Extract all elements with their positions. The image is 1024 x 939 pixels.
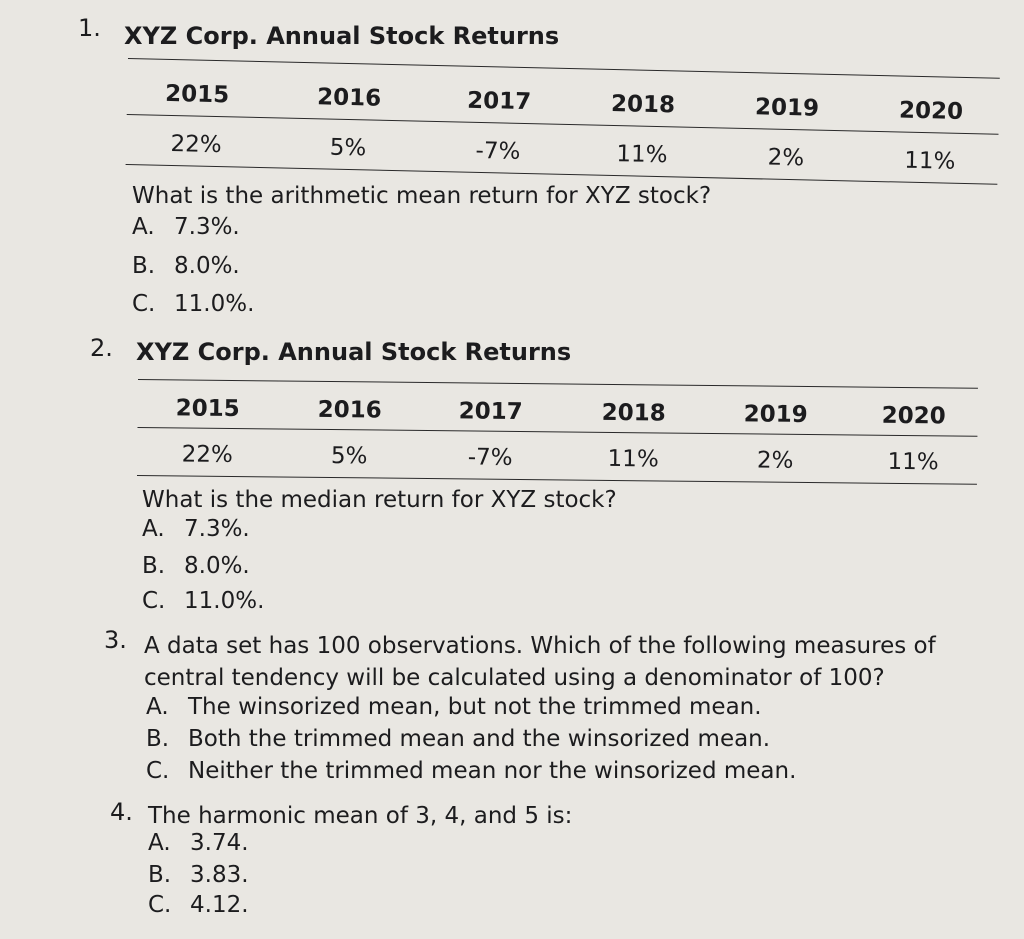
choice-text: 7.3%.	[184, 516, 250, 542]
answer-choice-c[interactable]: C. Neither the trimmed mean nor the winso…	[146, 758, 796, 784]
answer-choice-c[interactable]: C. 11.0%.	[132, 291, 254, 317]
question-stem-line-2: central tendency will be calculated usin…	[144, 665, 885, 691]
choice-letter: C.	[148, 892, 172, 918]
choice-text: 3.74.	[190, 830, 249, 856]
answer-choice-a[interactable]: A. 7.3%.	[142, 516, 250, 542]
choice-letter: B.	[142, 553, 166, 579]
question-stem: What is the median return for XYZ stock?	[142, 487, 617, 513]
question-3: 3. A data set has 100 observations. Whic…	[104, 626, 936, 784]
question-stem-line-1: A data set has 100 observations. Which o…	[144, 633, 936, 659]
choice-text: 11.0%.	[174, 291, 255, 317]
answer-choice-c[interactable]: C. 11.0%.	[142, 588, 264, 614]
choice-letter: B.	[146, 726, 170, 752]
choice-text: 3.83.	[190, 862, 249, 888]
answer-choice-a[interactable]: A. The winsorized mean, but not the trimm…	[146, 694, 762, 720]
question-number: 3.	[104, 626, 127, 654]
choice-text: 7.3%.	[174, 214, 240, 240]
answer-choice-b[interactable]: B. 8.0%.	[142, 553, 250, 579]
choice-letter: B.	[148, 862, 172, 888]
choice-letter: C.	[146, 758, 170, 784]
answer-choice-b[interactable]: B. 3.83.	[148, 862, 249, 888]
table-title: XYZ Corp. Annual Stock Returns	[124, 22, 560, 50]
choice-letter: B.	[132, 253, 156, 279]
choice-text: 11.0%.	[184, 588, 265, 614]
question-stem: What is the arithmetic mean return for X…	[132, 183, 712, 209]
answer-choice-a[interactable]: A. 3.74.	[148, 830, 249, 856]
choice-letter: A.	[146, 694, 169, 720]
question-stem: The harmonic mean of 3, 4, and 5 is:	[148, 803, 573, 829]
answer-choice-b[interactable]: B. Both the trimmed mean and the winsoriz…	[146, 726, 770, 752]
choice-text: 8.0%.	[174, 253, 240, 279]
choice-letter: C.	[142, 588, 166, 614]
question-number: 1.	[78, 14, 101, 42]
choice-letter: C.	[132, 291, 156, 317]
answer-choice-c[interactable]: C. 4.12.	[148, 892, 249, 918]
answer-choice-a[interactable]: A. 7.3%.	[132, 214, 240, 240]
question-number: 4.	[110, 798, 133, 826]
choice-text: Both the trimmed mean and the winsorized…	[188, 726, 771, 752]
choice-text: 4.12.	[190, 892, 249, 918]
answer-choice-b[interactable]: B. 8.0%.	[132, 253, 240, 279]
question-number: 2.	[90, 334, 113, 362]
choice-text: The winsorized mean, but not the trimmed…	[188, 694, 762, 720]
choice-letter: A.	[148, 830, 171, 856]
question-2: 2. XYZ Corp. Annual Stock Returns 2015 2…	[90, 334, 978, 614]
choice-letter: A.	[142, 516, 165, 542]
choice-text: Neither the trimmed mean nor the winsori…	[188, 758, 797, 784]
question-1: 1. XYZ Corp. Annual Stock Returns 2015 2…	[0, 0, 1024, 330]
table-title: XYZ Corp. Annual Stock Returns	[136, 338, 572, 366]
choice-text: 8.0%.	[184, 553, 250, 579]
choice-letter: A.	[132, 214, 155, 240]
